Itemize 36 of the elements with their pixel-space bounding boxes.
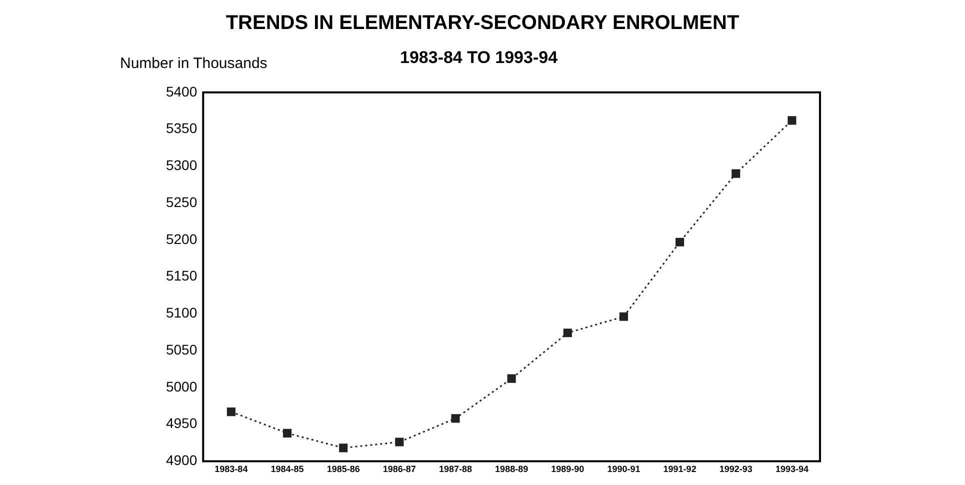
y-tick-label: 4900	[166, 452, 198, 468]
y-tick-label: 5050	[166, 341, 198, 358]
point	[676, 238, 684, 246]
x-tick-label: 1988-89	[495, 464, 528, 474]
point	[563, 328, 572, 338]
x-tick-label: 1984-85	[270, 464, 304, 474]
y-tick-label: 5000	[166, 378, 198, 394]
point	[226, 407, 236, 416]
x-tick-label: 1990-91	[607, 464, 640, 474]
point	[395, 438, 404, 446]
y-tick-label: 5200	[166, 230, 198, 247]
point	[507, 374, 516, 383]
x-tick-label: 1991-92	[663, 464, 696, 474]
y-tick-label: 4950	[166, 415, 198, 432]
x-tick-label: 1993-94	[775, 464, 808, 474]
y-tick-label: 5100	[166, 304, 198, 321]
x-tick-label: 1987-88	[438, 464, 472, 474]
point	[282, 428, 292, 438]
point	[732, 169, 740, 178]
point	[619, 312, 628, 321]
y-tick-label: 5150	[166, 268, 198, 284]
chart-subtitle: 1983-84 TO 1993-94	[400, 48, 558, 68]
x-tick-label: 1985-86	[326, 464, 360, 474]
y-axis-title: Number in Thousands	[120, 55, 268, 72]
y-tick-label: 5300	[166, 157, 198, 174]
point	[788, 116, 796, 125]
x-tick-label: 1992-93	[719, 464, 752, 474]
x-tick-label: 1986-87	[382, 464, 416, 474]
x-tick-label: 1989-90	[551, 464, 584, 474]
y-tick-label: 5250	[166, 194, 198, 210]
x-tick-label: 1983-84	[214, 464, 248, 474]
chart-title: TRENDS IN ELEMENTARY-SECONDARY ENROLMENT	[224, 12, 740, 35]
y-tick-label: 5350	[166, 120, 198, 136]
point	[339, 444, 348, 452]
point	[451, 414, 460, 423]
y-tick-label: 5400	[166, 83, 198, 100]
